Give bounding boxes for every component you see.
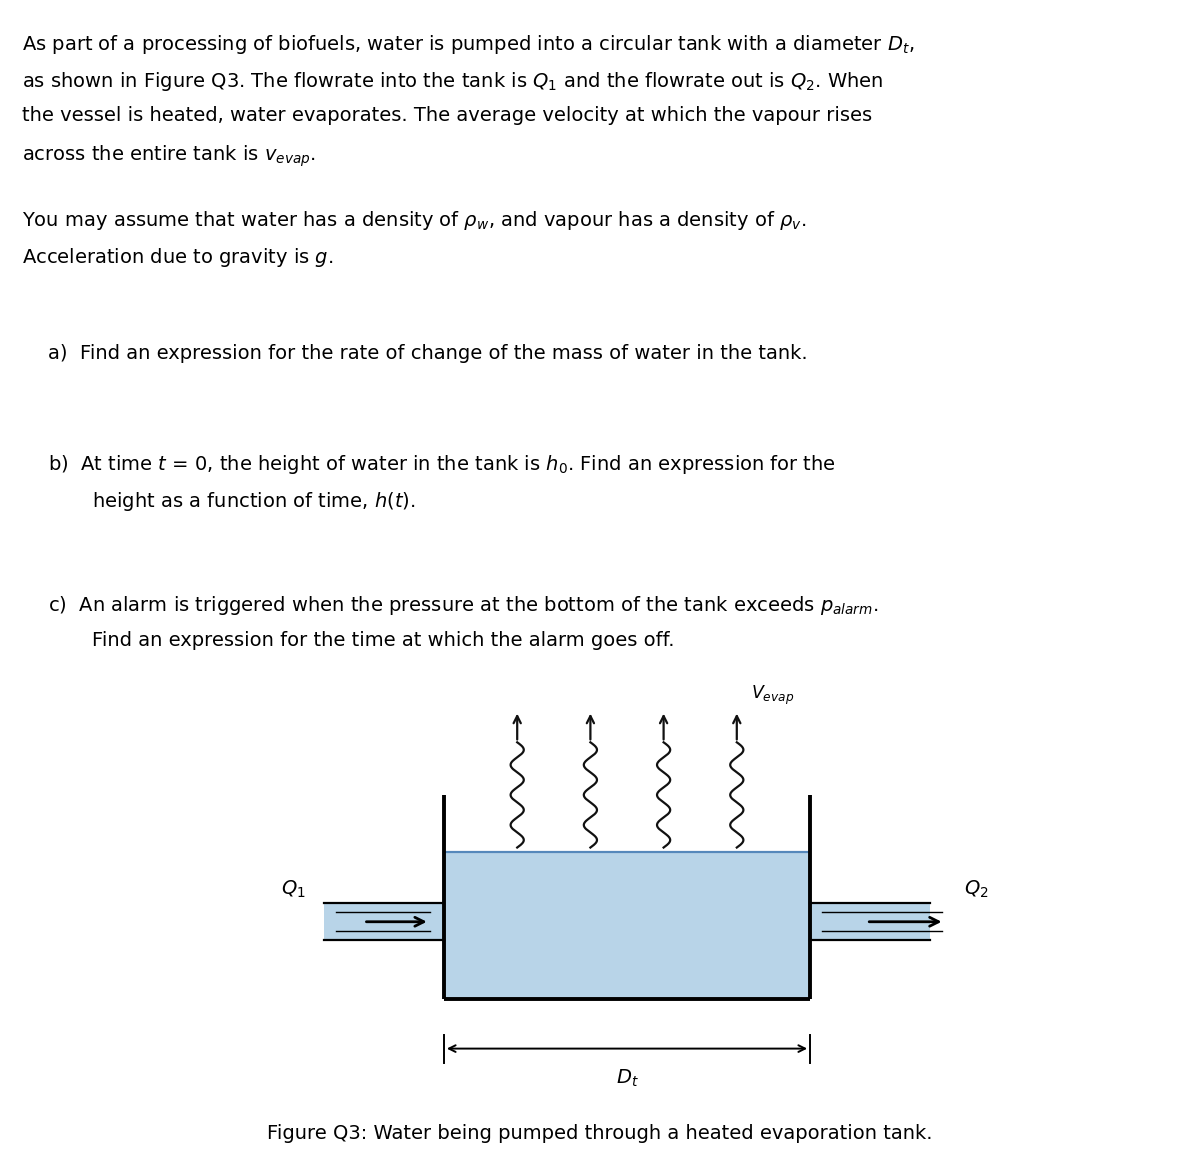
Text: You may assume that water has a density of $\rho_w$, and vapour has a density of: You may assume that water has a density …	[22, 209, 806, 233]
Text: Acceleration due to gravity is $g$.: Acceleration due to gravity is $g$.	[22, 247, 332, 269]
Text: b)  At time $t$ = 0, the height of water in the tank is $h_0$. Find an expressio: b) At time $t$ = 0, the height of water …	[48, 452, 836, 476]
Text: $D_t$: $D_t$	[616, 1067, 638, 1088]
Bar	[324, 904, 444, 940]
Bar	[444, 852, 810, 999]
Bar	[810, 904, 930, 940]
Text: height as a function of time, $h(t)$.: height as a function of time, $h(t)$.	[92, 490, 416, 513]
Text: As part of a processing of biofuels, water is pumped into a circular tank with a: As part of a processing of biofuels, wat…	[22, 33, 914, 56]
Text: Find an expression for the time at which the alarm goes off.: Find an expression for the time at which…	[92, 631, 674, 650]
Text: c)  An alarm is triggered when the pressure at the bottom of the tank exceeds $p: c) An alarm is triggered when the pressu…	[48, 594, 878, 617]
Text: $Q_1$: $Q_1$	[281, 878, 306, 900]
Text: Figure Q3: Water being pumped through a heated evaporation tank.: Figure Q3: Water being pumped through a …	[268, 1125, 932, 1143]
Text: as shown in Figure Q3. The flowrate into the tank is $Q_1$ and the flowrate out : as shown in Figure Q3. The flowrate into…	[22, 70, 883, 92]
Text: a)  Find an expression for the rate of change of the mass of water in the tank.: a) Find an expression for the rate of ch…	[48, 344, 808, 362]
Text: across the entire tank is $v_{evap}$.: across the entire tank is $v_{evap}$.	[22, 144, 316, 168]
Text: the vessel is heated, water evaporates. The average velocity at which the vapour: the vessel is heated, water evaporates. …	[22, 106, 871, 125]
Text: $V_{evap}$: $V_{evap}$	[751, 684, 794, 707]
Text: $Q_2$: $Q_2$	[964, 878, 988, 900]
